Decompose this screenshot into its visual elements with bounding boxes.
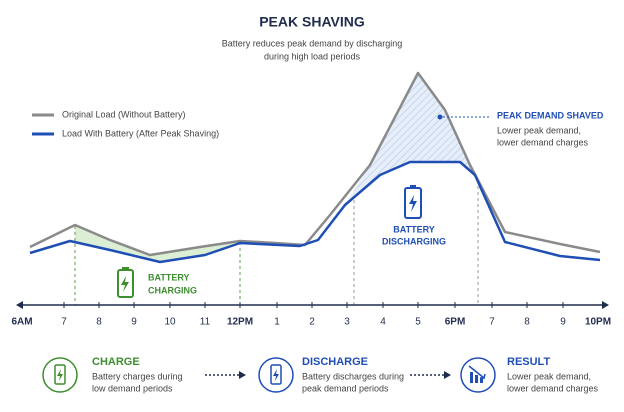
axis-label: 1	[274, 317, 280, 328]
annotation-text: lower demand charges	[497, 137, 589, 147]
annotation-text: Lower peak demand,	[497, 125, 581, 135]
axis-label: 4	[380, 317, 386, 328]
axis-label: 2	[309, 317, 315, 328]
step-arrow-head	[444, 371, 451, 379]
axis-label: 10PM	[585, 317, 611, 328]
step-text: Lower peak demand,	[507, 371, 591, 381]
axis-ticks: 6AM 7 8 9 10 11 12PM 1 2 3 4 5 6PM 7 8 9 10PM	[11, 302, 611, 328]
axis-label: 11	[200, 317, 211, 328]
discharging-label: BATTERY	[393, 224, 435, 234]
charging-area	[75, 225, 240, 262]
step-icon	[42, 357, 78, 393]
charging-label: CHARGING	[148, 285, 197, 295]
original-load-line	[29, 71, 601, 257]
discharging-label: DISCHARGING	[382, 236, 446, 246]
step-text: lower demand charges	[507, 383, 599, 393]
battery-icon	[404, 185, 422, 219]
step-title: RESULT	[507, 356, 550, 368]
charging-label: BATTERY	[148, 272, 190, 282]
axis-label: 6AM	[11, 317, 32, 328]
battery-icon	[117, 267, 134, 298]
battery-load-line	[29, 160, 601, 264]
step-title: DISCHARGE	[302, 356, 368, 368]
annotation-dot	[437, 114, 443, 120]
axis-label: 3	[344, 317, 350, 328]
step-text: Battery charges during	[92, 371, 183, 381]
step-arrow-head	[239, 371, 246, 379]
axis-label: 8	[96, 317, 102, 328]
legend-entry: Original Load (Without Battery)	[62, 109, 186, 119]
axis-label: 9	[560, 317, 566, 328]
subtitle: during high load periods	[264, 51, 361, 61]
axis-label: 7	[489, 317, 495, 328]
title: PEAK SHAVING	[259, 14, 365, 30]
shaved-area	[345, 73, 478, 205]
legend-entry: Load With Battery (After Peak Shaving)	[62, 128, 219, 138]
axis-label: 6PM	[445, 317, 466, 328]
axis-label: 7	[61, 317, 67, 328]
axis-label: 12PM	[227, 317, 253, 328]
axis-label: 10	[164, 317, 176, 328]
annotation-title: PEAK DEMAND SHAVED	[497, 110, 604, 120]
step-icon	[460, 357, 496, 393]
axis-label: 9	[131, 317, 137, 328]
step-title: CHARGE	[92, 356, 140, 368]
subtitle: Battery reduces peak demand by dischargi…	[222, 38, 403, 48]
guides	[74, 180, 479, 305]
step-text: low demand periods	[92, 383, 173, 393]
axis-label: 5	[415, 317, 421, 328]
step-icon	[258, 357, 294, 393]
axis-label: 8	[524, 317, 530, 328]
step-text: peak demand periods	[302, 383, 389, 393]
step-text: Battery discharges during	[302, 371, 404, 381]
